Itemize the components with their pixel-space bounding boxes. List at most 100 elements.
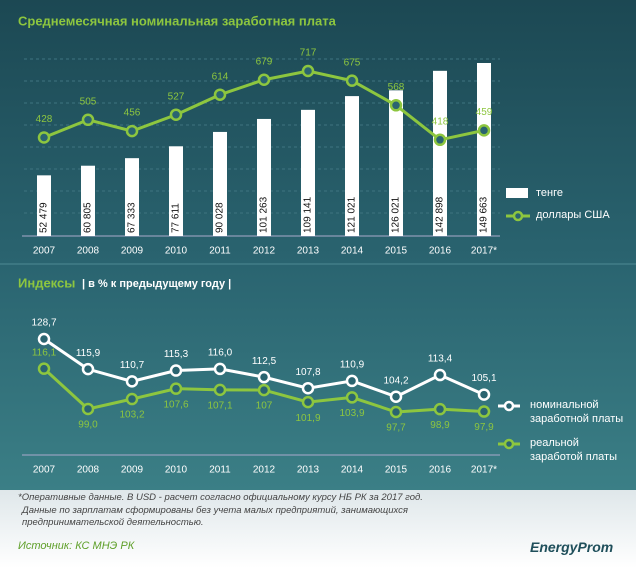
value-label: 97,9 bbox=[474, 422, 494, 433]
source: Источник: КС МНЭ РК bbox=[18, 540, 135, 552]
bar bbox=[301, 109, 315, 236]
point bbox=[257, 73, 271, 86]
legend-label: тенге bbox=[536, 187, 563, 199]
value-label: 614 bbox=[212, 71, 229, 82]
point bbox=[345, 374, 359, 388]
x-tick-label: 2011 bbox=[209, 465, 231, 476]
point bbox=[345, 74, 359, 87]
value-label: 142 898 bbox=[435, 196, 446, 233]
x-tick-label: 2009 bbox=[121, 465, 144, 476]
legend-swatch bbox=[503, 438, 515, 450]
value-label: 60 805 bbox=[83, 202, 94, 233]
x-tick-label: 2014 bbox=[341, 246, 364, 257]
value-label: 105,1 bbox=[471, 373, 496, 384]
legend-label: реальной заработой платы bbox=[530, 437, 618, 463]
value-label: 109 141 bbox=[303, 196, 314, 233]
bar bbox=[433, 70, 447, 236]
x-tick-label: 2015 bbox=[385, 465, 408, 476]
value-label: 128,7 bbox=[31, 318, 56, 329]
bar bbox=[345, 96, 359, 236]
value-label: 67 333 bbox=[127, 202, 138, 233]
point bbox=[301, 395, 315, 409]
value-label: 101 263 bbox=[259, 196, 270, 233]
value-label: 456 bbox=[124, 108, 141, 119]
footnote: Данные по зарплатам сформированы без уче… bbox=[22, 505, 409, 528]
value-label: 126 021 bbox=[391, 196, 402, 233]
point bbox=[389, 405, 403, 419]
value-label: 428 bbox=[36, 114, 53, 125]
point bbox=[37, 362, 51, 375]
x-tick-label: 2012 bbox=[253, 465, 276, 476]
point bbox=[301, 64, 315, 78]
point bbox=[477, 405, 491, 418]
footnote: *Оперативные данные. В USD - расчет согл… bbox=[18, 492, 423, 503]
point bbox=[213, 88, 227, 101]
point bbox=[125, 392, 139, 406]
point bbox=[81, 113, 95, 127]
x-tick-label: 2013 bbox=[297, 465, 320, 476]
value-label: 568 bbox=[388, 82, 405, 93]
value-label: 116,1 bbox=[32, 347, 57, 358]
bar bbox=[125, 158, 139, 236]
bar bbox=[477, 63, 491, 236]
point bbox=[81, 362, 95, 376]
point bbox=[169, 364, 183, 377]
point bbox=[389, 99, 403, 112]
x-tick-label: 2017* bbox=[471, 465, 497, 476]
x-tick-label: 2007 bbox=[33, 465, 56, 476]
value-label: 679 bbox=[256, 56, 273, 67]
chart-title: Среднемесячная номинальная заработная пл… bbox=[18, 13, 337, 28]
value-label: 418 bbox=[432, 116, 449, 127]
value-label: 107 bbox=[256, 401, 273, 412]
value-label: 149 663 bbox=[479, 196, 490, 233]
legend-swatch bbox=[506, 188, 528, 198]
point bbox=[257, 370, 271, 384]
value-label: 104,2 bbox=[383, 375, 408, 386]
panel-foot bbox=[0, 490, 636, 568]
value-label: 110,7 bbox=[120, 360, 145, 371]
point bbox=[477, 124, 491, 137]
x-tick-label: 2017* bbox=[471, 246, 497, 257]
value-label: 110,9 bbox=[340, 360, 365, 371]
chart-subtitle: | в % к предыдущему году | bbox=[82, 278, 231, 290]
point bbox=[433, 133, 447, 147]
value-label: 116,0 bbox=[208, 348, 233, 359]
x-tick-label: 2012 bbox=[253, 246, 276, 257]
panel-mid bbox=[0, 264, 636, 490]
legend-label: номинальной заработной платы bbox=[530, 399, 624, 425]
point bbox=[37, 332, 51, 346]
value-label: 107,6 bbox=[163, 399, 188, 410]
bar bbox=[169, 146, 183, 236]
x-tick-label: 2007 bbox=[33, 246, 56, 257]
bar bbox=[81, 165, 95, 236]
bar bbox=[389, 90, 403, 236]
value-label: 527 bbox=[168, 91, 185, 102]
point bbox=[81, 402, 95, 416]
chart-title: Индексы bbox=[18, 275, 75, 290]
value-label: 113,4 bbox=[428, 354, 453, 365]
point bbox=[345, 391, 359, 404]
value-label: 98,9 bbox=[430, 420, 450, 431]
value-label: 101,9 bbox=[295, 413, 320, 424]
value-label: 90 028 bbox=[215, 202, 226, 233]
bar bbox=[257, 118, 271, 236]
value-label: 99,0 bbox=[78, 420, 98, 431]
x-tick-label: 2009 bbox=[121, 246, 144, 257]
x-tick-label: 2011 bbox=[209, 246, 231, 257]
value-label: 103,2 bbox=[119, 410, 144, 421]
value-label: 107,8 bbox=[295, 367, 320, 378]
logo: EnergyProm bbox=[530, 539, 614, 555]
point bbox=[301, 381, 315, 395]
x-tick-label: 2008 bbox=[77, 465, 100, 476]
point bbox=[125, 124, 139, 138]
legend-swatch bbox=[503, 400, 515, 412]
legend-label: доллары США bbox=[536, 209, 610, 221]
x-tick-label: 2010 bbox=[165, 465, 188, 476]
point bbox=[213, 362, 227, 376]
value-label: 97,7 bbox=[386, 423, 406, 434]
point bbox=[389, 390, 403, 403]
value-label: 505 bbox=[80, 96, 97, 107]
value-label: 52 479 bbox=[39, 202, 50, 233]
